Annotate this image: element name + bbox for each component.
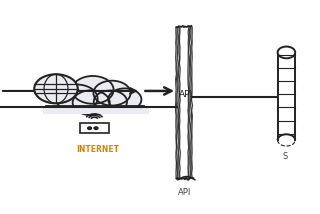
- Circle shape: [56, 85, 98, 112]
- Circle shape: [72, 76, 114, 104]
- Text: API: API: [178, 188, 191, 197]
- Circle shape: [93, 81, 131, 106]
- Circle shape: [94, 91, 127, 113]
- Circle shape: [73, 90, 110, 115]
- FancyBboxPatch shape: [79, 123, 109, 133]
- Text: INTERNET: INTERNET: [76, 145, 119, 154]
- Circle shape: [94, 127, 98, 129]
- Bar: [278, 52, 295, 140]
- Circle shape: [108, 88, 141, 111]
- Circle shape: [88, 127, 92, 129]
- Polygon shape: [43, 106, 149, 114]
- Bar: [178, 27, 190, 179]
- Ellipse shape: [277, 47, 295, 58]
- Text: API: API: [179, 90, 193, 99]
- Circle shape: [34, 74, 78, 103]
- Text: S: S: [282, 152, 287, 161]
